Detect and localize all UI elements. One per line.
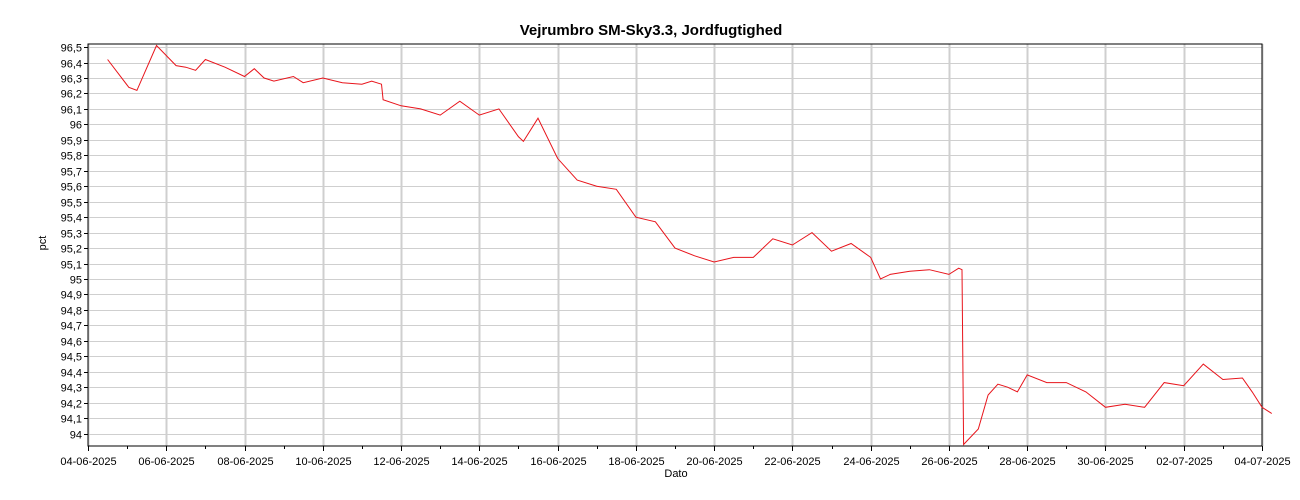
- y-tick-label: 94,2: [61, 399, 82, 411]
- gridlines: [87, 44, 1264, 446]
- x-tick-label: 08-06-2025: [217, 456, 273, 468]
- y-tick-label: 94: [70, 430, 82, 442]
- y-tick-label: 95,4: [61, 213, 82, 225]
- y-tick-label: 94,8: [61, 306, 82, 318]
- y-tick-label: 95,2: [61, 244, 82, 256]
- y-axis-label: pct: [37, 236, 49, 251]
- x-tick-label: 12-06-2025: [373, 456, 429, 468]
- y-tick-label: 94,4: [61, 368, 82, 380]
- y-tick-label: 96,5: [61, 43, 82, 55]
- y-tick-label: 96,4: [61, 59, 82, 71]
- x-tick-label: 10-06-2025: [295, 456, 351, 468]
- y-tick-label: 95: [70, 275, 82, 287]
- y-tick-label: 96: [70, 120, 82, 132]
- x-tick-label: 18-06-2025: [608, 456, 664, 468]
- y-tick-label: 95,8: [61, 151, 82, 163]
- x-tick-label: 04-07-2025: [1234, 456, 1290, 468]
- y-tick-label: 95,7: [61, 167, 82, 179]
- x-tick-label: 06-06-2025: [138, 456, 194, 468]
- y-tick-label: 94,7: [61, 321, 82, 333]
- x-tick-label: 30-06-2025: [1077, 456, 1133, 468]
- x-tick-label: 26-06-2025: [921, 456, 977, 468]
- x-tick-label: 04-06-2025: [60, 456, 116, 468]
- x-tick-label: 22-06-2025: [764, 456, 820, 468]
- y-tick-label: 95,6: [61, 182, 82, 194]
- series-line: [107, 44, 1273, 446]
- y-tick-label: 94,3: [61, 383, 82, 395]
- chart-title: Vejrumbro SM-Sky3.3, Jordfugtighed: [520, 22, 783, 39]
- y-tick-label: 95,9: [61, 136, 82, 148]
- x-tick-label: 14-06-2025: [451, 456, 507, 468]
- x-tick-label: 28-06-2025: [999, 456, 1055, 468]
- y-tick-label: 96,3: [61, 74, 82, 86]
- x-axis: 04-06-2025 06-06-2025 08-06-2025 10-06-2025…: [60, 446, 1291, 468]
- x-axis-label: Dato: [664, 468, 687, 480]
- x-tick-label: 16-06-2025: [530, 456, 586, 468]
- y-tick-label: 96,2: [61, 89, 82, 101]
- x-tick-label: 02-07-2025: [1156, 456, 1212, 468]
- y-tick-label: 94,9: [61, 290, 82, 302]
- y-tick-label: 95,5: [61, 198, 82, 210]
- y-tick-label: 94,1: [61, 414, 82, 426]
- y-axis: 94 94,1 94,2 94,3 94,4 94,5 94,6 94,7 94,8 94,9 95…: [61, 43, 88, 442]
- y-tick-label: 94,6: [61, 337, 82, 349]
- y-tick-label: 94,5: [61, 352, 82, 364]
- y-tick-label: 96,1: [61, 105, 82, 117]
- x-tick-label: 24-06-2025: [843, 456, 899, 468]
- x-tick-label: 20-06-2025: [686, 456, 742, 468]
- y-tick-label: 95,3: [61, 229, 82, 241]
- y-tick-label: 95,1: [61, 260, 82, 272]
